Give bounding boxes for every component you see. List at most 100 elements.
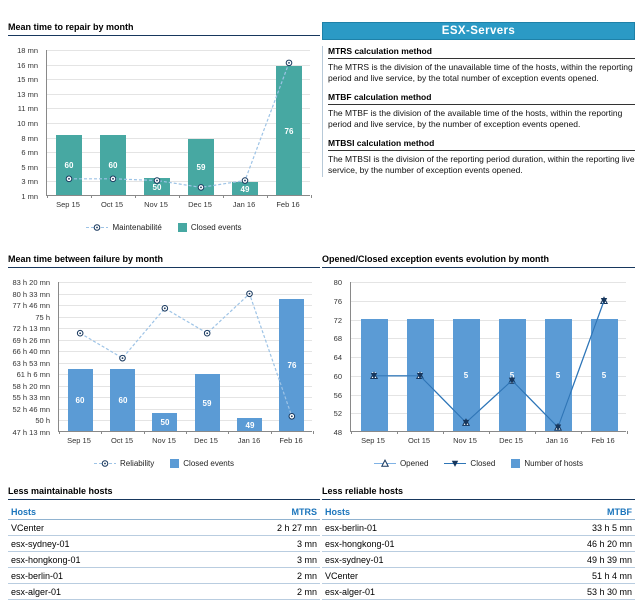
y-axis-tick-label: 64 bbox=[333, 353, 342, 362]
legend-item: Closed events bbox=[177, 223, 242, 232]
bar bbox=[545, 319, 572, 431]
y-axis-tick-label: 52 bbox=[333, 409, 342, 418]
x-axis-tick bbox=[135, 195, 136, 198]
gridline bbox=[47, 138, 310, 139]
triangle-down-marker bbox=[462, 419, 470, 427]
y-axis-tick-label: 10 mn bbox=[17, 119, 38, 128]
x-axis-tick bbox=[267, 195, 268, 198]
x-axis: Sep 15 Oct 15 Nov 15 Dec 15 Jan 16 Feb 16 bbox=[350, 436, 626, 448]
events-chart-section: Opened/Closed exception events evolution… bbox=[322, 254, 635, 468]
x-axis-tick bbox=[186, 431, 187, 434]
maintenabilité-line bbox=[69, 62, 290, 189]
legend-item: Closed events bbox=[170, 459, 234, 468]
line-series-overlay bbox=[369, 296, 609, 431]
less-maintainable-hosts-section: Less maintainable hosts Hosts MTRS VCent… bbox=[8, 486, 320, 600]
legend-item: Number of hosts bbox=[511, 459, 583, 468]
bar-value-label: 50 bbox=[160, 418, 170, 427]
bar bbox=[279, 299, 304, 431]
triangle-down-marker bbox=[416, 372, 424, 380]
host-name-cell: esx-hongkong-01 bbox=[322, 535, 543, 552]
x-axis-tick bbox=[59, 431, 60, 434]
x-axis-category-label: Oct 15 bbox=[407, 436, 431, 445]
gridline bbox=[47, 167, 310, 168]
triangle-down-marker bbox=[508, 377, 516, 384]
x-axis-category-label: Jan 16 bbox=[232, 200, 256, 209]
opened-line bbox=[374, 300, 605, 429]
gridline bbox=[351, 413, 626, 414]
metric-value-cell: 33 h 5 mn bbox=[543, 519, 635, 536]
triangle-down-marker bbox=[554, 424, 562, 431]
bar bbox=[100, 135, 126, 195]
y-axis-tick-label: 77 h 46 mn bbox=[12, 301, 50, 310]
x-axis-tick bbox=[47, 195, 48, 198]
mttr-chart: 18 mn 16 mn 15 mn 13 mn 11 mn 10 mn 8 mn 6 mn 5 … bbox=[8, 40, 320, 216]
host-name-cell: esx-berlin-01 bbox=[322, 519, 543, 536]
x-axis-tick bbox=[223, 195, 224, 198]
gridline bbox=[351, 376, 626, 377]
bar bbox=[499, 319, 526, 431]
x-axis-tick bbox=[443, 431, 444, 434]
table-row: esx-sydney-01 49 h 39 mn bbox=[322, 551, 635, 568]
y-axis-tick-label: 83 h 20 mn bbox=[12, 278, 50, 287]
host-name-cell: esx-berlin-01 bbox=[8, 567, 228, 584]
y-axis-tick-label: 50 h bbox=[35, 416, 50, 425]
x-axis-tick bbox=[397, 431, 398, 434]
y-axis-tick-label: 55 h 33 mn bbox=[12, 393, 50, 402]
bar-value-label: 60 bbox=[118, 396, 128, 405]
triangle-down-marker bbox=[452, 460, 459, 467]
metric-value-cell: 49 h 39 mn bbox=[543, 551, 635, 568]
legend-label: Number of hosts bbox=[524, 459, 584, 468]
mtbsi-method-heading: MTBSI calculation method bbox=[328, 138, 635, 151]
bar-value-label: 5 bbox=[555, 371, 561, 380]
y-axis-tick-label: 52 h 46 mn bbox=[12, 405, 50, 414]
metric-value-cell: 2 mn bbox=[228, 567, 320, 584]
legend-item: Reliability bbox=[94, 459, 154, 468]
gridline bbox=[59, 409, 312, 410]
host-name-cell: VCenter bbox=[322, 567, 543, 584]
gridline bbox=[351, 282, 626, 283]
x-axis: Sep 15 Oct 15 Nov 15 Dec 15 Jan 16 Feb 16 bbox=[58, 436, 312, 448]
circle-marker bbox=[246, 290, 253, 298]
gridline bbox=[47, 108, 310, 109]
esx-servers-info-panel: ESX-Servers MTRS calculation method The … bbox=[322, 22, 635, 177]
legend-item: Maintenabilité bbox=[86, 223, 162, 232]
host-name-cell: esx-alger-01 bbox=[8, 583, 228, 600]
bar-value-label: 5 bbox=[463, 371, 469, 380]
y-axis: 83 h 20 mn 80 h 33 mn 77 h 46 mn 75 h 72 h 1… bbox=[8, 278, 54, 437]
y-axis-tick-label: 3 mn bbox=[21, 177, 38, 186]
gridline bbox=[59, 282, 312, 283]
column-header-hosts: Hosts bbox=[322, 504, 543, 520]
table-row: esx-alger-01 2 mn bbox=[8, 583, 320, 600]
circle-marker bbox=[153, 177, 161, 184]
legend-label: Closed events bbox=[183, 459, 234, 468]
legend-bar-swatch bbox=[511, 459, 521, 468]
chart-title-mttr: Mean time to repair by month bbox=[8, 22, 320, 36]
gridline bbox=[59, 317, 312, 318]
gridline bbox=[59, 340, 312, 341]
bar-value-label: 60 bbox=[64, 161, 74, 170]
legend-bar-swatch bbox=[170, 459, 180, 468]
column-header-hosts: Hosts bbox=[8, 504, 228, 520]
column-header-mtbf: MTBF bbox=[543, 504, 635, 520]
y-axis-tick-label: 56 bbox=[333, 391, 342, 400]
plot-area: 555555 bbox=[350, 282, 628, 434]
x-axis-tick bbox=[489, 431, 490, 434]
mtbsi-method-body: The MTBSI is the division of the reporti… bbox=[328, 153, 635, 176]
legend-line-sample bbox=[444, 460, 467, 467]
mttr-chart-legend: Maintenabilité Closed events bbox=[8, 223, 320, 232]
gridline bbox=[59, 363, 312, 364]
x-axis-tick bbox=[91, 195, 92, 198]
gridline bbox=[47, 123, 310, 124]
bar-value-label: 76 bbox=[284, 127, 294, 136]
circle-marker bbox=[109, 175, 117, 183]
y-axis-tick-label: 69 h 26 mn bbox=[12, 336, 50, 345]
circle-marker bbox=[76, 329, 84, 337]
mtrs-method-body: The MTRS is the division of the unavaila… bbox=[328, 62, 633, 84]
y-axis-tick-label: 18 mn bbox=[17, 46, 38, 55]
bar bbox=[152, 413, 177, 431]
legend-bar-swatch bbox=[177, 223, 187, 232]
x-axis-category-label: Dec 15 bbox=[499, 436, 523, 445]
gridline bbox=[59, 351, 312, 352]
x-axis-tick bbox=[144, 431, 145, 434]
y-axis: 18 mn 16 mn 15 mn 13 mn 11 mn 10 mn 8 mn 6 mn 5 … bbox=[8, 46, 42, 201]
